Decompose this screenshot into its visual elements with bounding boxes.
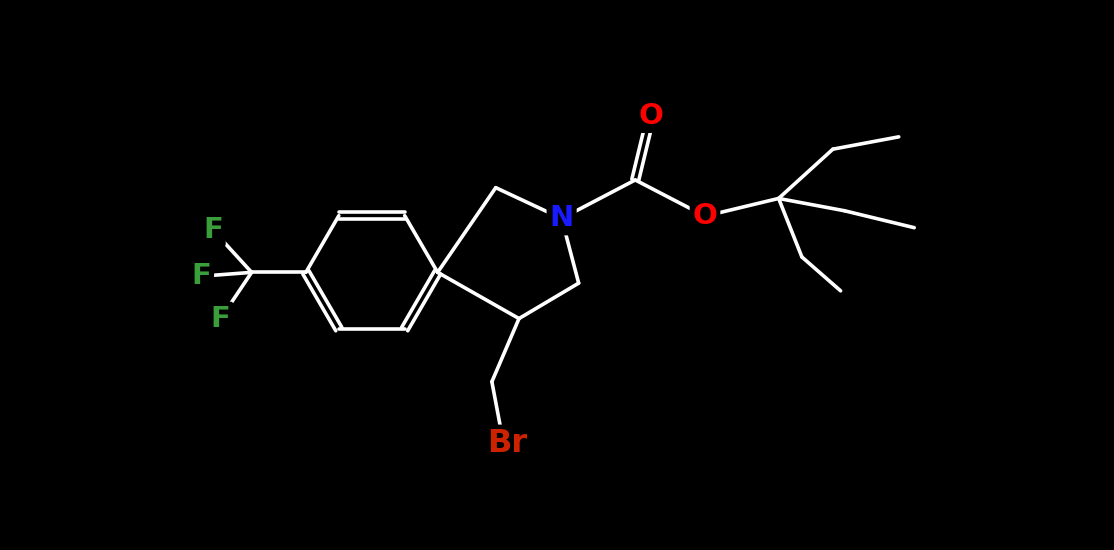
Text: F: F [192, 262, 212, 290]
Text: Br: Br [487, 428, 527, 459]
Text: N: N [549, 205, 574, 233]
Text: O: O [638, 102, 663, 130]
Text: O: O [693, 202, 717, 230]
Text: F: F [211, 305, 231, 333]
Text: F: F [203, 216, 223, 244]
